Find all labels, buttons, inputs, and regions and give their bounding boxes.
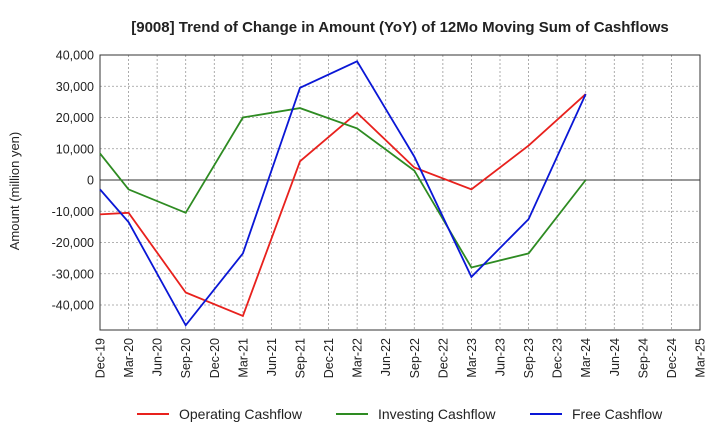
y-tick-label: 40,000 (56, 49, 94, 63)
y-tick-label: 30,000 (56, 80, 94, 94)
plot-frame (99, 54, 701, 331)
x-tick-label: Dec-22 (436, 338, 450, 378)
y-tick-label: -10,000 (52, 205, 94, 219)
x-tick-label: Mar-22 (351, 338, 365, 378)
y-tick-label: -40,000 (52, 299, 94, 313)
x-tick-label: Mar-23 (465, 338, 479, 378)
y-tick-label: 10,000 (56, 142, 94, 156)
series-line-free-cashflow (99, 60, 587, 327)
x-tick-label: Jun-22 (379, 338, 393, 376)
x-tick-label: Mar-24 (579, 338, 593, 378)
grid (100, 54, 700, 330)
y-tick-label: 0 (87, 174, 94, 188)
y-tick-label: 20,000 (56, 111, 94, 125)
series-lines (99, 60, 587, 327)
x-tick-label: Sep-24 (636, 338, 650, 378)
legend: Operating Cashflow Investing Cashflow Free… (137, 406, 663, 422)
y-tick-label: -20,000 (52, 236, 94, 250)
x-tick-label: Mar-25 (694, 338, 708, 378)
x-tick-label: Sep-20 (179, 338, 193, 378)
legend-label-investing-cashflow: Investing Cashflow (378, 406, 496, 422)
x-tick-label: Dec-21 (322, 338, 336, 378)
y-axis-label: Amount (million yen) (7, 132, 22, 251)
x-tick-label: Jun-21 (265, 338, 279, 376)
x-tick-label: Mar-21 (236, 338, 250, 378)
axes: Dec-19 Mar-20 Jun-20 Sep-20 Dec-20 Mar-21 Jun-… (52, 49, 708, 379)
x-tick-label: Dec-24 (665, 338, 679, 378)
x-tick-label: Mar-20 (122, 338, 136, 378)
x-tick-label: Dec-20 (208, 338, 222, 378)
x-tick-label: Dec-23 (551, 338, 565, 378)
x-tick-label: Sep-21 (294, 338, 308, 378)
x-tick-label: Sep-23 (522, 338, 536, 378)
chart-title: [9008] Trend of Change in Amount (YoY) o… (131, 19, 669, 36)
legend-label-operating-cashflow: Operating Cashflow (179, 406, 303, 422)
legend-label-free-cashflow: Free Cashflow (572, 406, 663, 422)
x-tick-label: Jun-23 (494, 338, 508, 376)
x-tick-label: Dec-19 (94, 338, 108, 378)
series-line-operating-cashflow (99, 93, 587, 318)
x-tick-label: Jun-20 (151, 338, 165, 376)
x-tick-label: Sep-22 (408, 338, 422, 378)
x-tick-label: Jun-24 (608, 338, 622, 376)
y-tick-label: -30,000 (52, 267, 94, 281)
series-line-investing-cashflow (99, 107, 587, 269)
